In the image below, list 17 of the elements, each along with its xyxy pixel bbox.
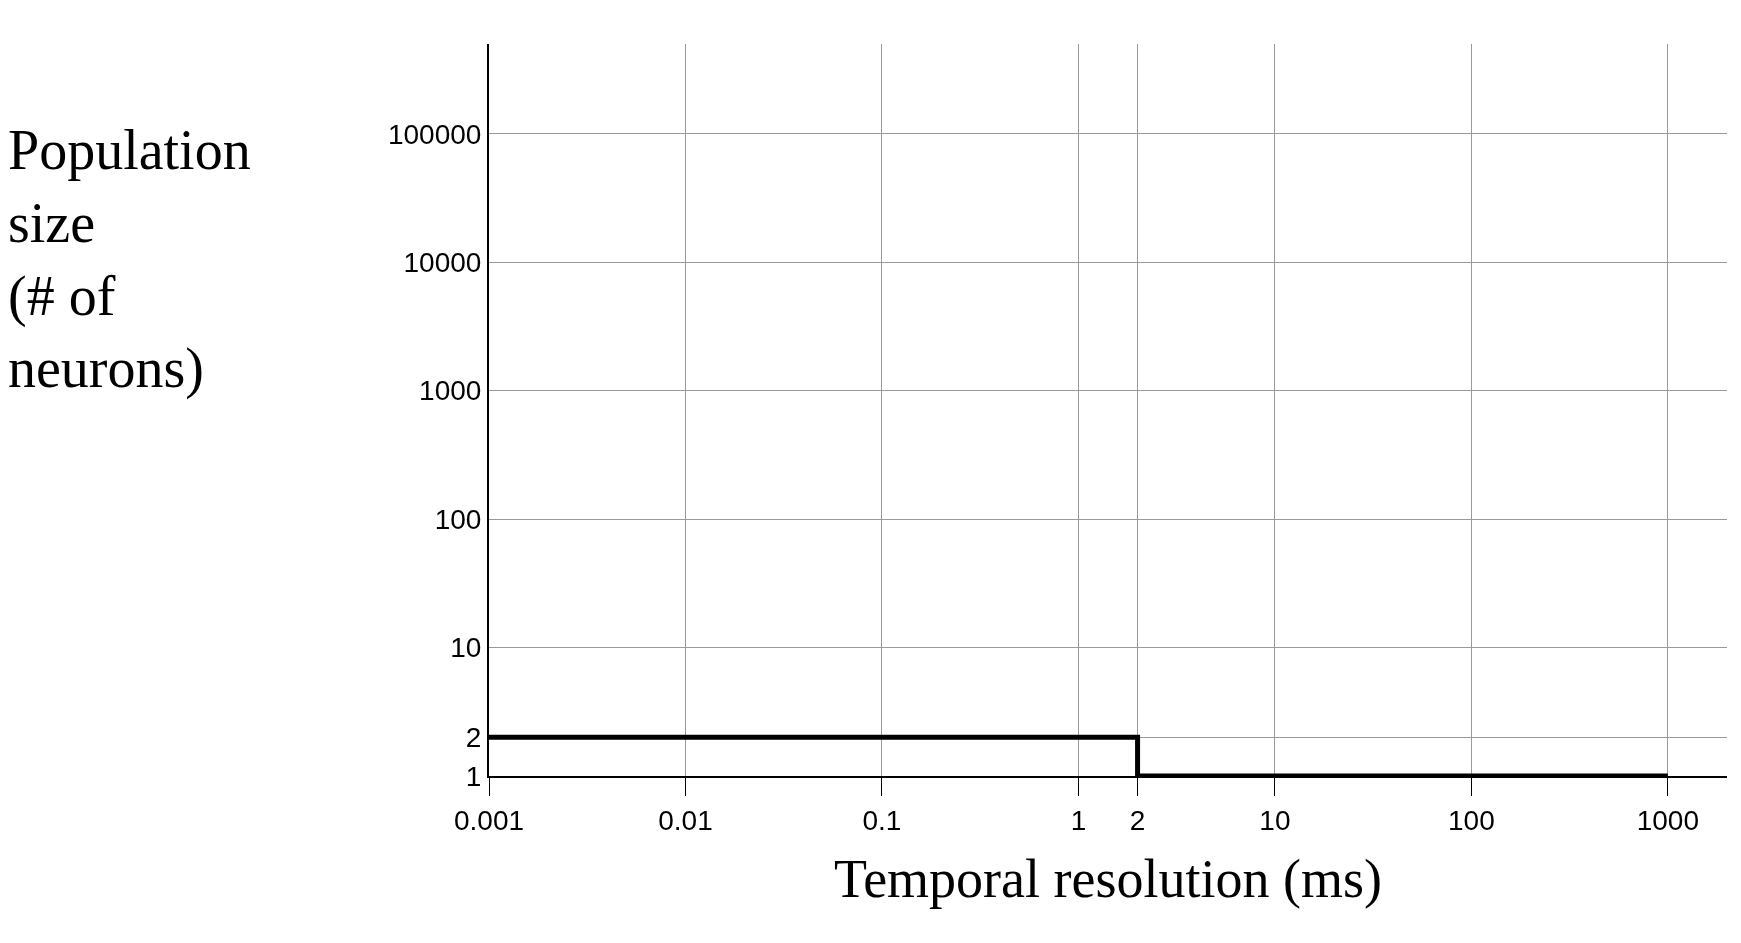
y-tick-label: 100 bbox=[434, 503, 482, 535]
x-tick-label: 100 bbox=[1448, 804, 1495, 836]
y-tick-label: 2 bbox=[465, 722, 482, 754]
y-tick-label: 1 bbox=[465, 760, 482, 792]
y-tick-label: 10 bbox=[450, 632, 482, 664]
y-tick-label: 100000 bbox=[387, 118, 482, 150]
x-tick-label: 10 bbox=[1259, 804, 1291, 836]
y-tick-label: 1000 bbox=[419, 375, 482, 407]
x-tick-label: 1 bbox=[1070, 804, 1087, 836]
y-tick-label: 10000 bbox=[403, 247, 482, 279]
x-tick-label: 1000 bbox=[1636, 804, 1699, 836]
y-axis-title: Population size (# of neurons) bbox=[8, 119, 251, 401]
x-tick-label: 0.01 bbox=[658, 804, 713, 836]
x-tick-label: 0.001 bbox=[453, 804, 525, 836]
x-tick-label: 2 bbox=[1129, 804, 1146, 836]
x-tick-label: 0.1 bbox=[862, 804, 902, 836]
x-axis-title: Temporal resolution (ms) bbox=[833, 849, 1383, 910]
